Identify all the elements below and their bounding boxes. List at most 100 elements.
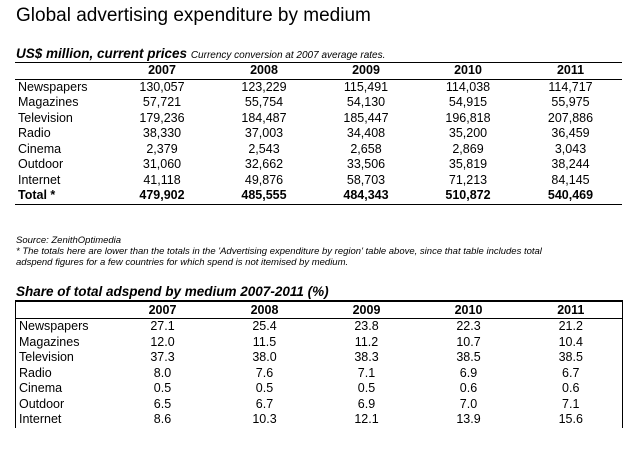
total-cell: 540,469 [547, 188, 594, 202]
table-cell: 10.4 [558, 334, 583, 349]
table-cell: 33,506 [346, 157, 386, 171]
table-cell: 34,408 [346, 126, 386, 140]
table-cell: 0.6 [562, 381, 580, 395]
table-cell: 13.9 [456, 412, 481, 426]
table-cell: 38,244 [551, 157, 590, 171]
table-cell: 41,118 [143, 172, 181, 187]
expenditure-table: 2007 2008 2009 2010 2011 Newspapers 130,0… [15, 62, 622, 205]
page-title: Global advertising expenditure by medium [16, 5, 371, 26]
table-cell: 11.2 [354, 334, 379, 349]
table2-header-row: 2007 2008 2009 2010 2011 [15, 301, 623, 319]
row-label: Magazines [19, 334, 80, 349]
table-cell: 2,658 [350, 141, 382, 156]
table2-header-label [16, 301, 112, 319]
row-label: Internet [19, 412, 62, 426]
table2-year-header: 2010 [454, 303, 483, 317]
table2-year-header: 2009 [352, 303, 381, 317]
table-cell: 37.3 [150, 350, 175, 364]
table-cell: 32,662 [244, 157, 284, 171]
row-label: Magazines [18, 95, 79, 109]
table-cell: 2,869 [452, 141, 484, 156]
table-cell: 84,145 [551, 172, 590, 187]
table-cell: 6.7 [562, 365, 580, 380]
table-cell: 114,038 [445, 79, 491, 94]
table-cell: 55,754 [244, 95, 284, 109]
table1-heading: US$ million, current prices Currency con… [16, 46, 385, 61]
table-cell: 130,057 [139, 79, 185, 94]
table1-year-header: 2010 [454, 63, 482, 77]
table-cell: 7.1 [562, 396, 580, 411]
table-row: Cinema 2,379 2,543 2,658 2,869 3,043 [15, 142, 622, 158]
table1-year-header: 2011 [556, 63, 585, 77]
table-cell: 7.1 [357, 365, 376, 380]
row-label: Cinema [18, 141, 62, 156]
table-cell: 0.6 [459, 381, 478, 395]
table-cell: 6.9 [357, 396, 376, 411]
source-note: Source: ZenithOptimedia [16, 235, 122, 246]
table-cell: 0.5 [255, 381, 274, 395]
total-cell: 479,902 [139, 188, 185, 202]
table-cell: 7.6 [255, 365, 274, 380]
table1-year-header: 2008 [250, 63, 278, 77]
table-cell: 35,200 [448, 126, 488, 140]
table-cell: 7.0 [459, 396, 478, 411]
table-row: Television 179,236 184,487 185,447 196,818 20… [15, 111, 622, 127]
table-row: Newspapers 27.1 25.4 23.8 22.3 21.2 [16, 319, 623, 335]
row-label: Radio [18, 126, 51, 140]
total-cell: 510,872 [445, 188, 491, 202]
table-cell: 25.4 [252, 319, 277, 333]
row-label: Outdoor [18, 157, 64, 171]
table-cell: 3,043 [554, 141, 587, 156]
total-cell: 485,555 [241, 188, 287, 202]
table-cell: 38.3 [354, 350, 379, 364]
row-label: Newspapers [19, 319, 89, 333]
table-cell: 114,717 [548, 79, 593, 94]
table-cell: 54,130 [346, 95, 386, 109]
table-cell: 54,915 [448, 95, 488, 109]
table-row: Radio 38,330 37,003 34,408 35,200 36,459 [15, 126, 622, 142]
table-cell: 38.5 [456, 350, 481, 364]
footnote-line-1: * The totals here are lower than the tot… [16, 246, 542, 257]
table2-year-header: 2008 [250, 303, 279, 317]
table-cell: 55,975 [551, 95, 590, 109]
table-cell: 2,543 [248, 141, 280, 156]
table-cell: 115,491 [343, 79, 389, 94]
table-cell: 179,236 [139, 110, 185, 125]
row-label: Outdoor [19, 396, 65, 411]
table-row: Outdoor 31,060 32,662 33,506 35,819 38,244 [15, 157, 622, 173]
row-label: Television [19, 350, 74, 364]
table-row: Radio 8.0 7.6 7.1 6.9 6.7 [16, 366, 623, 382]
table-cell: 36,459 [551, 126, 590, 140]
total-label: Total * [18, 188, 56, 202]
table-cell: 0.5 [357, 381, 376, 395]
table-cell: 31,060 [142, 157, 182, 171]
table1-year-header: 2007 [148, 63, 176, 77]
table-row: Outdoor 6.5 6.7 6.9 7.0 7.1 [16, 397, 623, 413]
table-cell: 12.1 [354, 412, 379, 426]
table2-year-header: 2011 [557, 303, 585, 317]
table-cell: 0.5 [153, 381, 172, 395]
table-cell: 8.0 [153, 365, 172, 380]
table-cell: 8.6 [153, 412, 172, 426]
table-cell: 21.2 [558, 319, 583, 333]
table-cell: 15.6 [558, 412, 583, 426]
table-row: Cinema 0.5 0.5 0.5 0.6 0.6 [16, 381, 623, 397]
share-table: 2007 2008 2009 2010 2011 Newspapers 27.1 2… [15, 300, 623, 428]
currency-note: Currency conversion at 2007 average rate… [190, 50, 386, 61]
table-cell: 207,886 [547, 110, 594, 125]
table-cell: 49,876 [244, 172, 284, 187]
table-cell: 11.5 [252, 334, 277, 349]
table-cell: 38.0 [252, 350, 277, 364]
table-row: Magazines 57,721 55,754 54,130 54,915 55,975 [15, 95, 622, 111]
table-cell: 196,818 [445, 110, 491, 125]
table-cell: 23.8 [354, 319, 379, 333]
table-row: Newspapers 130,057 123,229 115,491 114,038 11… [15, 79, 622, 95]
table-cell: 57,721 [142, 95, 182, 109]
row-label: Internet [18, 172, 61, 187]
table-cell: 12.0 [150, 334, 175, 349]
table-cell: 27.1 [150, 319, 175, 333]
table-cell: 22.3 [456, 319, 481, 333]
table-cell: 58,703 [346, 172, 386, 187]
table-cell: 35,819 [448, 157, 488, 171]
table-cell: 123,229 [241, 79, 287, 94]
